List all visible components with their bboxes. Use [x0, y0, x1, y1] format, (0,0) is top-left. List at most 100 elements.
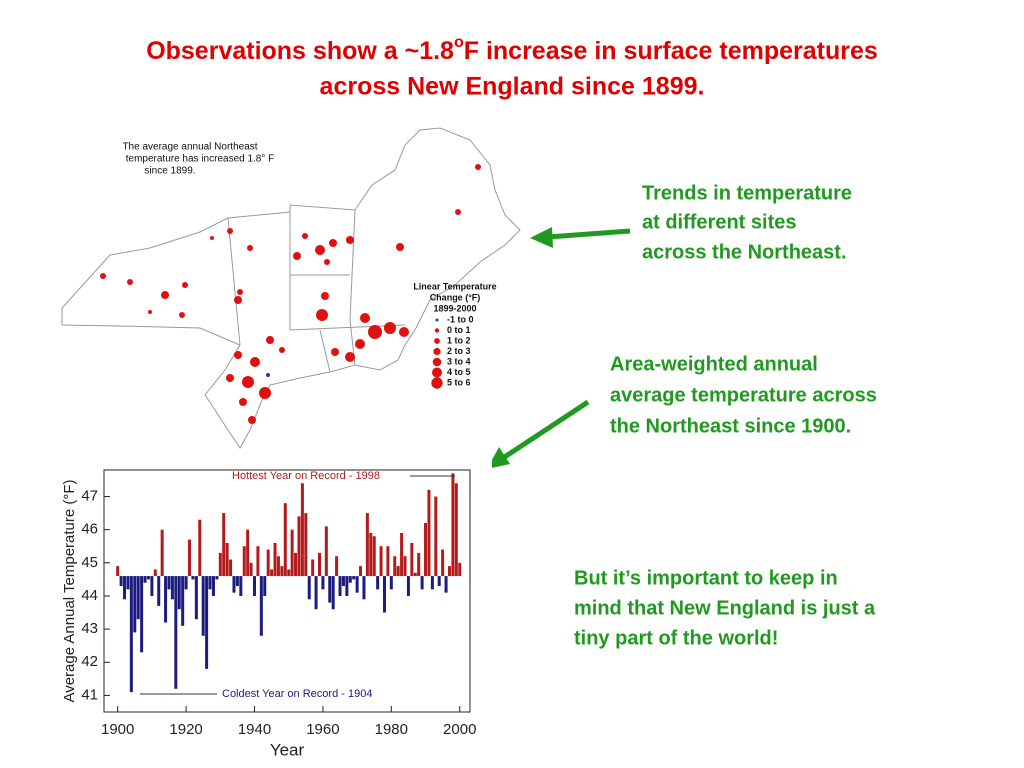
legend-label: 2 to 3: [447, 346, 471, 356]
annotation: at different sites: [642, 211, 796, 233]
bar: [177, 576, 181, 610]
bar: [331, 576, 335, 610]
bar: [424, 523, 428, 577]
bar: [188, 539, 192, 577]
x-tick-label: 1900: [101, 721, 134, 738]
annotation: across the Northeast.: [642, 241, 847, 263]
legend-label: 4 to 5: [447, 367, 471, 377]
annotation: the Northeast since 1900.: [610, 415, 851, 437]
bar: [229, 559, 233, 577]
bar: [140, 576, 144, 653]
bar: [136, 576, 140, 620]
bar: [129, 576, 133, 693]
legend-swatch: [433, 347, 441, 356]
bar: [386, 546, 390, 577]
legend: -1 to 00 to 11 to 22 to 33 to 44 to 55 t…: [431, 314, 474, 389]
chart-background: [50, 460, 492, 768]
bar: [276, 556, 280, 577]
bar: [300, 483, 304, 577]
map: [61, 127, 521, 449]
legend-label: 0 to 1: [447, 325, 471, 335]
bar: [239, 576, 243, 596]
bar: [393, 556, 397, 577]
slide-title: Observations show a ~1.8oF increase in s…: [146, 34, 878, 64]
bar: [454, 483, 458, 577]
bar: [164, 576, 168, 623]
map-note: temperature has increased 1.8° F: [126, 154, 275, 165]
legend-swatch: [431, 377, 443, 389]
bar: [307, 576, 311, 600]
y-axis-label: Average Annual Temperature (°F): [61, 479, 78, 702]
bar: [379, 546, 383, 577]
bar: [297, 516, 301, 577]
bar: [389, 576, 393, 590]
bar: [338, 576, 342, 596]
bar: [352, 576, 356, 580]
bar: [123, 576, 127, 600]
bar: [246, 529, 250, 577]
bar: [348, 576, 352, 583]
bar: [324, 526, 328, 577]
bar: [266, 549, 270, 577]
legend-swatch: [435, 318, 439, 322]
bar: [218, 552, 222, 577]
bar: [249, 562, 253, 577]
annotation: Area-weighted annual: [610, 353, 818, 375]
y-tick-label: 43: [81, 620, 98, 637]
bar: [150, 576, 154, 596]
bar: [160, 529, 164, 577]
bar: [283, 503, 287, 577]
bar: [270, 569, 274, 577]
bar: [410, 542, 414, 577]
bar: [434, 496, 438, 577]
title-part: F increase in surface temperatures: [464, 37, 878, 65]
bar: [396, 566, 400, 577]
bar: [311, 559, 315, 577]
bar: [242, 546, 246, 577]
legend-title: Change (°F): [430, 292, 481, 302]
x-tick-label: 1920: [169, 721, 202, 738]
bar: [181, 576, 185, 626]
bar: [437, 576, 441, 587]
legend-label: -1 to 0: [447, 314, 474, 324]
legend-swatch: [434, 328, 440, 333]
bar: [321, 576, 325, 590]
legend-swatch: [432, 357, 442, 367]
bar: [194, 576, 198, 620]
title-sup: o: [454, 34, 464, 51]
bar: [362, 576, 366, 600]
plot-frame: [103, 469, 471, 713]
bar: [133, 576, 137, 633]
bar: [427, 489, 431, 577]
y-tick-label: 41: [81, 686, 98, 703]
bar: [406, 576, 410, 596]
bar: [146, 576, 150, 580]
bar: [253, 576, 257, 596]
bar: [170, 576, 174, 600]
bar: [259, 576, 263, 636]
bar: [441, 549, 445, 577]
legend-title: 1899-2000: [433, 303, 476, 313]
bar: [417, 552, 421, 577]
x-axis-label: Year: [270, 740, 305, 759]
bar: [153, 569, 157, 577]
bar: [143, 576, 147, 583]
bar: [263, 576, 267, 596]
map-note: since 1899.: [144, 166, 195, 177]
bar: [355, 576, 359, 593]
bar: [317, 552, 321, 577]
map-sites: [100, 164, 481, 424]
bar: [304, 513, 308, 577]
bar: [232, 576, 236, 593]
legend-label: 1 to 2: [447, 335, 471, 345]
bar: [256, 546, 260, 577]
annotation: mind that New England is just a: [574, 597, 876, 619]
bar: [403, 556, 407, 577]
bar: [458, 562, 462, 577]
bar: [201, 576, 205, 636]
bar: [447, 566, 451, 577]
bar: [287, 569, 291, 577]
title-part: Observations show a ~1.8: [146, 37, 454, 65]
legend-label: 5 to 6: [447, 377, 471, 387]
